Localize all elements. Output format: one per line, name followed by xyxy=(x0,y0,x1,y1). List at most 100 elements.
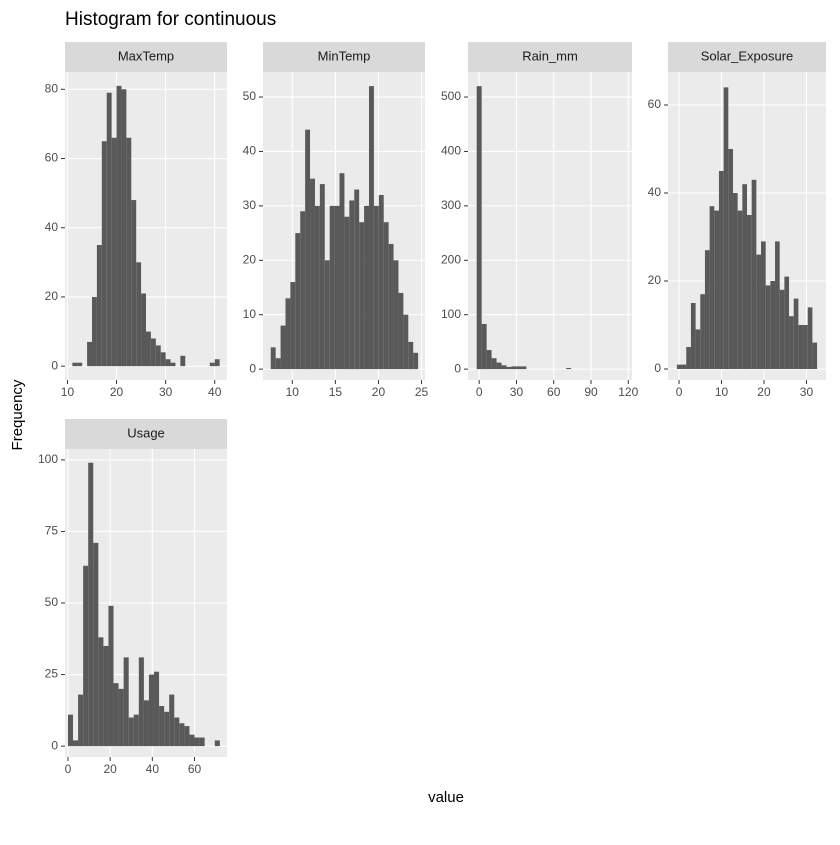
histogram-bar xyxy=(73,740,79,747)
histogram-bar xyxy=(388,243,394,370)
histogram-bar xyxy=(373,205,379,370)
panel-background xyxy=(468,72,632,380)
histogram-bar xyxy=(506,366,512,370)
histogram-bar xyxy=(78,694,84,747)
histogram-bar xyxy=(155,345,161,367)
x-tick-label: 20 xyxy=(103,762,117,776)
x-tick-label: 60 xyxy=(188,762,202,776)
y-tick-label: 100 xyxy=(38,452,58,466)
histogram-bar xyxy=(106,92,112,367)
histogram-bar xyxy=(87,341,92,367)
strip-background xyxy=(668,42,826,72)
histogram-bar xyxy=(126,137,132,367)
histogram-bar xyxy=(67,714,74,747)
histogram-bar xyxy=(150,338,156,367)
histogram-bar xyxy=(354,189,360,370)
histogram-bar xyxy=(770,281,776,369)
histogram-bar xyxy=(779,289,785,369)
y-tick-label: 0 xyxy=(249,361,256,375)
histogram-bar xyxy=(103,645,109,747)
histogram-bar xyxy=(344,216,350,370)
x-tick-label: 30 xyxy=(800,385,814,399)
histogram-bar xyxy=(146,331,151,367)
histogram-bar xyxy=(334,205,340,370)
histogram-bar xyxy=(184,726,190,747)
histogram-bar xyxy=(690,303,696,369)
x-tick-label: 15 xyxy=(329,385,343,399)
y-tick-label: 40 xyxy=(45,220,59,234)
y-tick-label: 20 xyxy=(243,252,257,266)
x-tick-label: 0 xyxy=(476,385,483,399)
histogram-bar xyxy=(496,362,502,370)
histogram-bar xyxy=(280,325,286,370)
histogram-bar xyxy=(116,85,122,367)
histogram-bar xyxy=(113,683,119,747)
y-tick-label: 100 xyxy=(441,307,461,321)
histogram-bar xyxy=(108,605,114,747)
x-tick-label: 30 xyxy=(159,385,173,399)
histogram-bar xyxy=(798,325,804,369)
histogram-bar xyxy=(566,368,572,370)
x-tick-label: 10 xyxy=(61,385,75,399)
histogram-bar xyxy=(111,137,117,367)
histogram-bar xyxy=(118,688,124,747)
histogram-bar xyxy=(290,282,296,370)
strip-label: Rain_mm xyxy=(522,48,578,63)
histogram-bar xyxy=(714,210,719,369)
histogram-bar xyxy=(383,222,389,370)
histogram-bar xyxy=(164,711,170,747)
histogram-bar xyxy=(329,205,335,370)
histogram-bar xyxy=(695,329,701,369)
histogram-bar xyxy=(214,740,220,747)
histogram-bar xyxy=(378,194,384,370)
histogram-bar xyxy=(169,694,175,747)
histogram-bar xyxy=(159,706,165,747)
x-tick-label: 10 xyxy=(715,385,729,399)
y-tick-label: 20 xyxy=(648,273,662,287)
histogram-bar xyxy=(704,250,710,369)
histogram-bar xyxy=(101,141,107,367)
histogram-bar xyxy=(349,200,355,370)
histogram-bar xyxy=(812,342,818,369)
histogram-bar xyxy=(756,254,762,369)
histogram-bar xyxy=(270,347,276,370)
histogram-bar xyxy=(93,542,99,747)
histogram-bar xyxy=(138,657,144,747)
x-tick-label: 0 xyxy=(676,385,683,399)
histogram-bar xyxy=(393,260,399,370)
histogram-bar xyxy=(148,674,155,747)
histogram-bar xyxy=(481,323,487,370)
histogram-bar xyxy=(141,293,146,367)
histogram-bar xyxy=(160,352,166,367)
histogram-bar xyxy=(521,366,527,370)
strip-label: MaxTemp xyxy=(118,48,174,63)
histogram-bar xyxy=(700,294,705,369)
y-tick-label: 60 xyxy=(648,97,662,111)
chart-title: Histogram for continuous xyxy=(65,9,276,30)
histogram-bar xyxy=(83,565,89,747)
y-tick-label: 60 xyxy=(45,151,59,165)
strip-background xyxy=(65,42,227,72)
histogram-bar xyxy=(728,149,733,369)
y-tick-label: 80 xyxy=(45,81,59,95)
y-tick-label: 75 xyxy=(45,524,59,538)
y-tick-label: 0 xyxy=(51,358,58,372)
histogram-bar xyxy=(131,200,137,367)
y-tick-label: 500 xyxy=(441,89,461,103)
y-tick-label: 20 xyxy=(45,289,59,303)
histogram-bar xyxy=(476,86,482,370)
histogram-bar xyxy=(189,734,195,747)
x-tick-label: 20 xyxy=(757,385,771,399)
y-tick-label: 0 xyxy=(51,738,58,752)
histogram-bar xyxy=(737,210,743,369)
histogram-bar xyxy=(775,241,780,369)
histogram-bar xyxy=(709,206,715,369)
histogram-bar xyxy=(88,462,94,747)
y-tick-label: 50 xyxy=(45,595,59,609)
histogram-bar xyxy=(324,260,330,370)
y-tick-label: 400 xyxy=(441,144,461,158)
histogram-bar xyxy=(174,717,180,747)
y-axis-label: Frequency xyxy=(9,379,26,450)
y-tick-label: 200 xyxy=(441,252,461,266)
